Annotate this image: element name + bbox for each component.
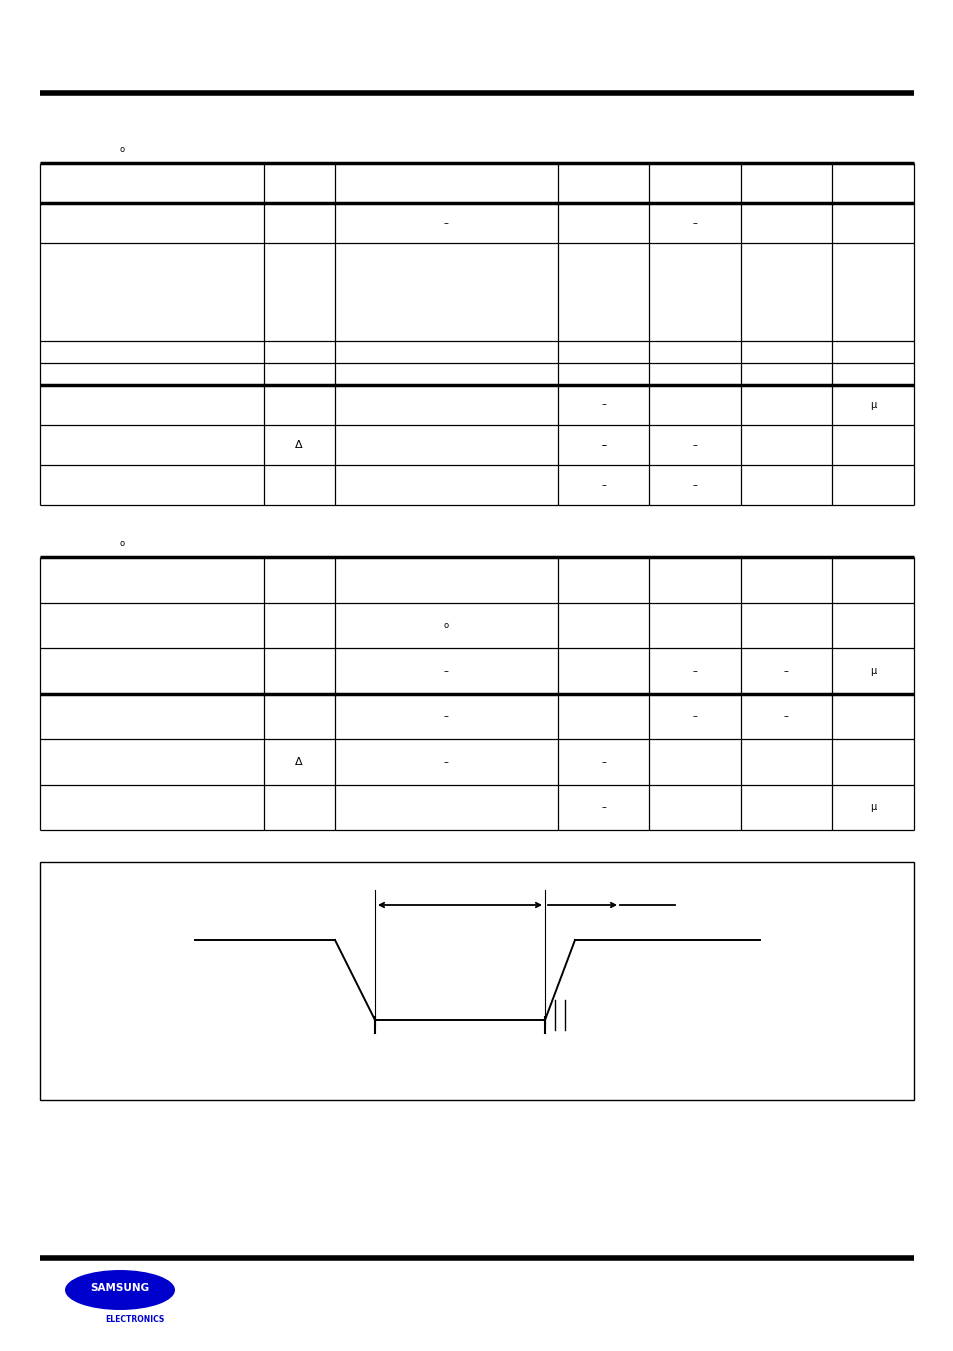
Text: –: – xyxy=(600,400,605,409)
Text: –: – xyxy=(783,711,788,721)
Text: –: – xyxy=(443,711,449,721)
Bar xyxy=(40,862,913,1100)
Text: –: – xyxy=(600,757,605,767)
Text: –: – xyxy=(600,440,605,450)
Text: –: – xyxy=(443,666,449,676)
Text: –: – xyxy=(783,666,788,676)
Text: Δ: Δ xyxy=(295,440,303,450)
Text: ELECTRONICS: ELECTRONICS xyxy=(105,1316,165,1324)
Text: –: – xyxy=(443,219,449,228)
Text: μ: μ xyxy=(869,666,875,676)
Text: Δ: Δ xyxy=(295,757,303,767)
Text: μ: μ xyxy=(869,400,875,409)
Text: SAMSUNG: SAMSUNG xyxy=(91,1283,150,1293)
Text: –: – xyxy=(692,219,697,228)
Text: o: o xyxy=(443,620,449,630)
Text: –: – xyxy=(443,757,449,767)
Text: μ: μ xyxy=(869,802,875,812)
Text: –: – xyxy=(600,440,605,450)
Text: –: – xyxy=(692,666,697,676)
Text: –: – xyxy=(692,440,697,450)
Text: –: – xyxy=(692,711,697,721)
Ellipse shape xyxy=(65,1270,174,1310)
Text: –: – xyxy=(600,802,605,812)
Text: o: o xyxy=(120,146,125,154)
Text: –: – xyxy=(692,480,697,490)
Text: –: – xyxy=(600,480,605,490)
Text: o: o xyxy=(120,539,125,549)
